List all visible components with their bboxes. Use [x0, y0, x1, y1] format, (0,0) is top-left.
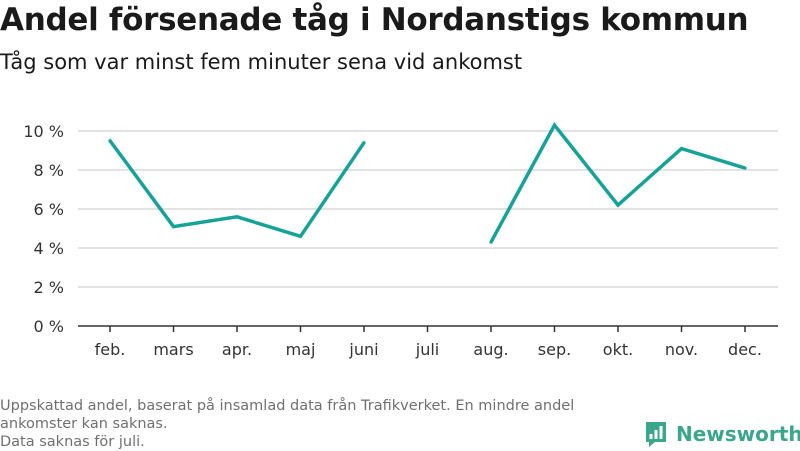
- series-line-segment: [108, 139, 366, 239]
- newsworthy-logo-text: Newsworthy: [676, 422, 800, 446]
- x-tick-label: dec.: [728, 340, 762, 359]
- x-tick-label: feb.: [95, 340, 126, 359]
- x-tick-label: mars: [153, 340, 193, 359]
- x-tick-label: apr.: [222, 340, 252, 359]
- series-line-segment: [489, 121, 746, 243]
- y-axis: 0 % 2 % 4 % 6 % 8 % 10 %: [23, 122, 64, 336]
- x-tick-label: maj: [286, 340, 316, 359]
- footer-note-source: Uppskattad andel, baserat på insamlad da…: [0, 398, 575, 432]
- x-tick-label: juni: [348, 340, 378, 359]
- footer-note: Uppskattad andel, baserat på insamlad da…: [0, 397, 640, 451]
- chart-title: Andel försenade tåg i Nordanstigs kommun: [0, 2, 749, 38]
- chart-subtitle: Tåg som var minst fem minuter sena vid a…: [0, 50, 523, 74]
- y-tick-label: 0 %: [34, 317, 64, 336]
- line-chart: 0 % 2 % 4 % 6 % 8 % 10 % feb. mars apr. maj juni j…: [23, 121, 778, 359]
- grid-lines: [78, 130, 778, 288]
- footer-note-missing: Data saknas för juli.: [0, 434, 145, 450]
- y-tick-label: 2 %: [34, 278, 64, 297]
- y-tick-label: 4 %: [34, 239, 64, 258]
- newsworthy-logo-icon: [646, 421, 666, 447]
- x-tick-label: okt.: [603, 340, 633, 359]
- y-tick-label: 8 %: [34, 161, 64, 180]
- newsworthy-logo: Newsworthy: [644, 420, 800, 448]
- y-tick-label: 6 %: [34, 200, 64, 219]
- y-tick-label: 10 %: [23, 122, 64, 141]
- x-axis: feb. mars apr. maj juni juli aug. sep. okt. nov. d…: [78, 325, 778, 359]
- x-tick-label: aug.: [473, 340, 508, 359]
- x-tick-label: sep.: [538, 340, 571, 359]
- x-tick-label: juli: [415, 340, 439, 359]
- x-tick-label: nov.: [665, 340, 698, 359]
- series-line: [108, 121, 747, 244]
